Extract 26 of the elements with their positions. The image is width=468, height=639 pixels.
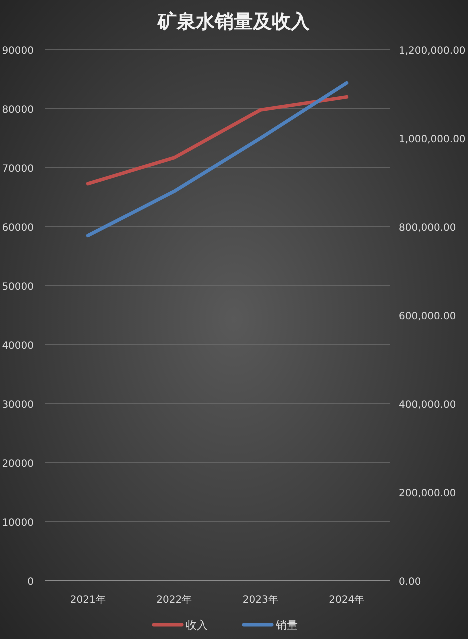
y2-tick-label: 200,000.00 <box>399 488 456 500</box>
y-tick-label: 30000 <box>2 400 34 411</box>
y-tick-label: 70000 <box>2 164 34 175</box>
legend-label: 销量 <box>275 619 298 632</box>
line-series <box>86 81 349 238</box>
y2-tick-label: 1,000,000.00 <box>399 134 466 146</box>
line-series <box>86 95 349 186</box>
y2-tick-label: 0.00 <box>399 577 422 588</box>
y-tick-label: 50000 <box>2 282 34 293</box>
y2-tick-label: 1,200,000.00 <box>399 46 466 57</box>
y-tick-label: 20000 <box>2 459 34 470</box>
legend-label: 收入 <box>186 619 208 632</box>
chart-title: 矿泉水销量及收入 <box>157 11 311 33</box>
y2-tick-label: 800,000.00 <box>399 223 456 234</box>
x-tick-label: 2023年 <box>242 594 278 606</box>
y-tick-label: 90000 <box>2 46 34 57</box>
y-tick-label: 60000 <box>2 223 34 234</box>
y2-tick-label: 600,000.00 <box>399 312 456 322</box>
x-tick-label: 2021年 <box>70 594 106 606</box>
x-tick-label: 2024年 <box>329 594 365 606</box>
y-tick-label: 0 <box>28 577 34 588</box>
y2-tick-label: 400,000.00 <box>399 400 456 411</box>
y-tick-label: 10000 <box>2 518 34 529</box>
y-tick-label: 40000 <box>2 341 34 352</box>
x-tick-label: 2022年 <box>156 594 192 606</box>
y-tick-label: 80000 <box>2 105 34 116</box>
